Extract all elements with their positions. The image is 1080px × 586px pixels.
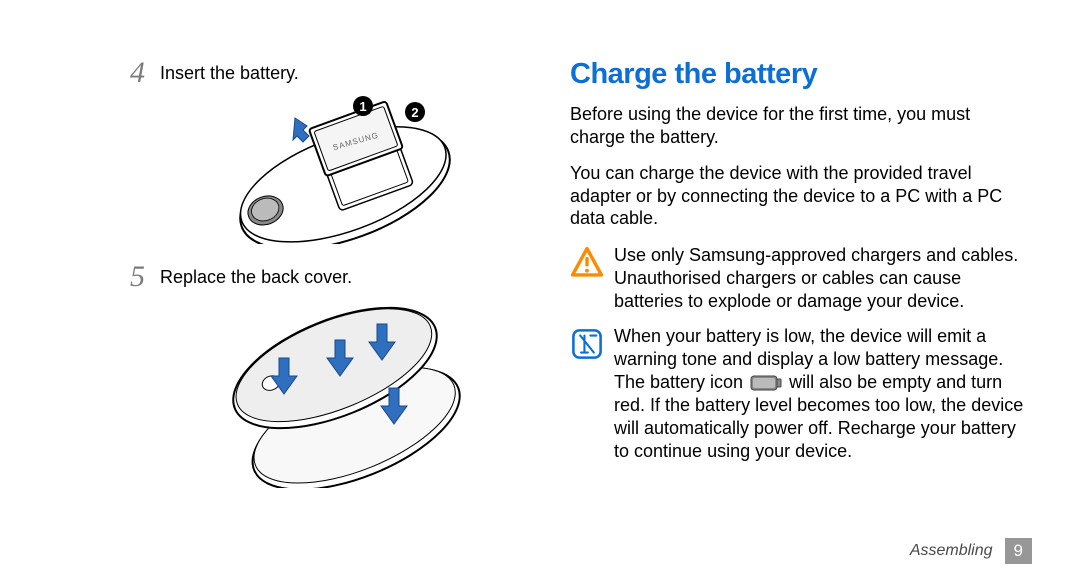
arrow-icon — [293, 118, 309, 142]
page-footer: Assembling 9 — [910, 538, 1032, 564]
step-5: 5 Replace the back cover. — [130, 262, 510, 292]
step-4: 4 Insert the battery. — [130, 58, 510, 88]
step-number: 5 — [130, 262, 152, 292]
step-text: Replace the back cover. — [160, 262, 352, 289]
paragraph: Before using the device for the first ti… — [570, 103, 1030, 148]
manual-page: 4 Insert the battery. — [0, 0, 1080, 586]
note-icon — [570, 327, 604, 361]
note-text: When your battery is low, the device wil… — [614, 325, 1030, 463]
right-column: Charge the battery Before using the devi… — [570, 58, 1030, 556]
paragraph: You can charge the device with the provi… — [570, 162, 1030, 230]
replace-cover-illustration — [180, 298, 510, 488]
warning-icon — [570, 246, 604, 280]
phone-battery-svg: SAMSUNG 1 2 — [215, 94, 475, 244]
insert-battery-illustration: SAMSUNG 1 2 — [180, 94, 510, 244]
warning-text: Use only Samsung-approved chargers and c… — [614, 244, 1030, 313]
svg-text:2: 2 — [411, 105, 418, 120]
left-column: 4 Insert the battery. — [130, 58, 510, 556]
section-title: Charge the battery — [570, 58, 1030, 91]
battery-icon — [750, 375, 782, 391]
footer-section-label: Assembling — [910, 542, 993, 560]
footer-page-number: 9 — [1005, 538, 1032, 564]
note-callout: When your battery is low, the device wil… — [570, 325, 1030, 463]
warning-callout: Use only Samsung-approved chargers and c… — [570, 244, 1030, 313]
step-text: Insert the battery. — [160, 58, 299, 85]
step-number: 4 — [130, 58, 152, 88]
phone-cover-svg — [215, 298, 475, 488]
svg-text:1: 1 — [359, 99, 366, 114]
